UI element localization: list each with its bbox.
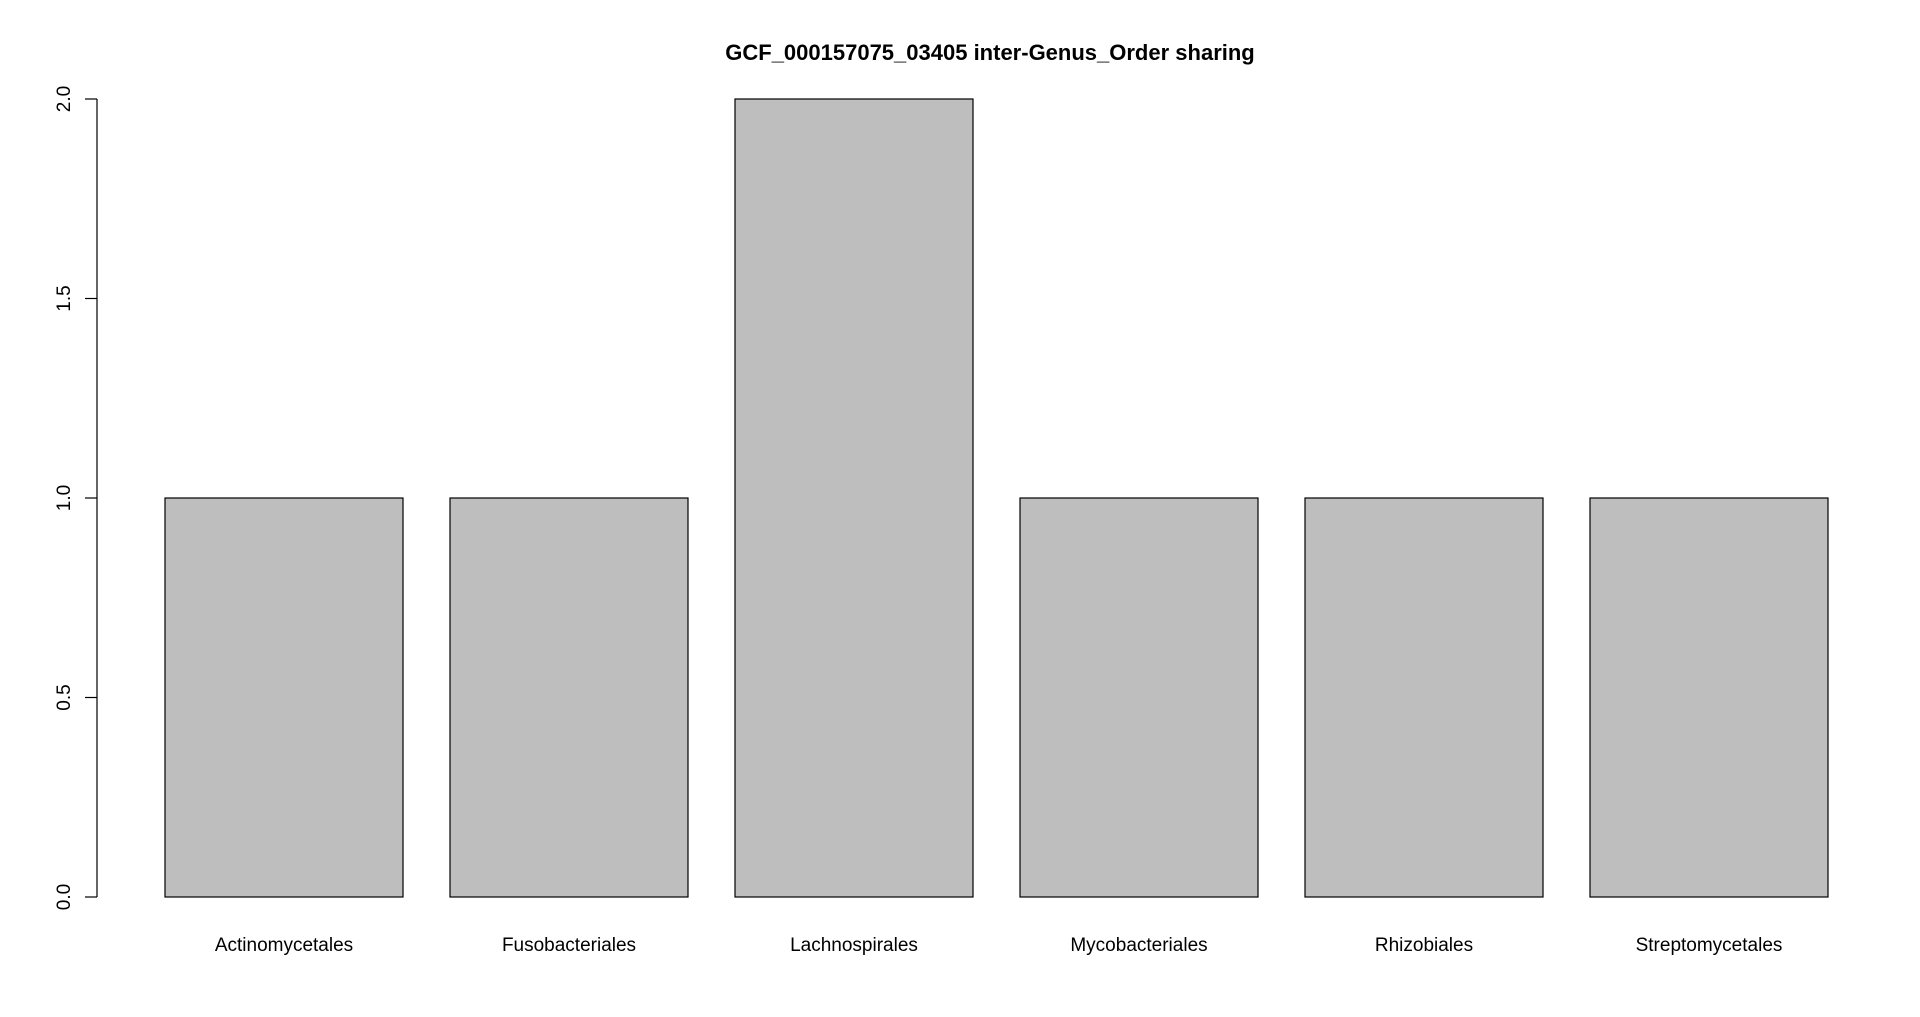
x-tick-label: Streptomycetales <box>1636 935 1783 956</box>
bars-group <box>164 98 1829 898</box>
bar-rhizobiales <box>1304 497 1544 898</box>
bar-actinomycetales <box>164 497 404 898</box>
y-tick-label: 2.0 <box>54 86 75 112</box>
bar-streptomycetales <box>1589 497 1829 898</box>
x-axis-labels: Actinomycetales Fusobacteriales Lachnospir… <box>215 935 1783 956</box>
bar-fusobacteriales <box>449 497 689 898</box>
x-tick-label: Fusobacteriales <box>502 935 636 956</box>
x-tick-label: Actinomycetales <box>215 935 353 956</box>
chart-title: GCF_000157075_03405 inter-Genus_Order sh… <box>725 40 1255 65</box>
x-tick-label: Mycobacteriales <box>1070 935 1207 956</box>
y-tick-label: 0.0 <box>54 884 75 910</box>
x-tick-label: Rhizobiales <box>1375 935 1473 956</box>
y-axis: 0.0 0.5 1.0 1.5 2.0 <box>54 86 98 910</box>
y-tick-label: 0.5 <box>54 684 75 710</box>
bar-mycobacteriales <box>1019 497 1259 898</box>
y-tick-label: 1.0 <box>54 485 75 511</box>
bar-lachnospirales <box>734 98 974 898</box>
x-tick-label: Lachnospirales <box>790 935 918 956</box>
y-tick-label: 1.5 <box>54 285 75 311</box>
